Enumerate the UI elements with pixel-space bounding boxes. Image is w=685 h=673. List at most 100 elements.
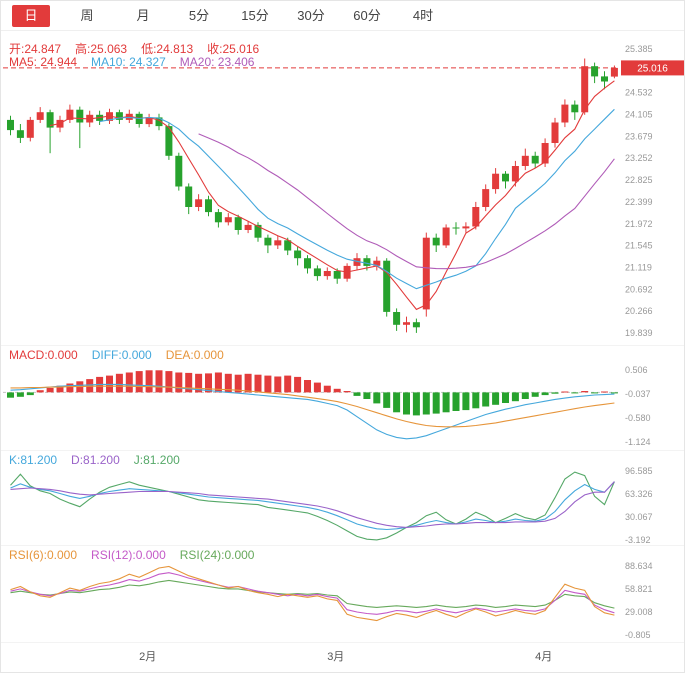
macd-bar	[313, 382, 321, 393]
macd-bar	[393, 392, 401, 413]
tab-30min[interactable]: 30分	[297, 7, 325, 23]
candle-body	[442, 227, 450, 246]
y-tick-label: 22.399	[625, 197, 653, 207]
rsi-chart-svg[interactable]: 88.634 58.821 29.008 -0.805	[1, 546, 685, 642]
y-tick-label: 21.545	[625, 241, 653, 251]
candle-body	[452, 227, 460, 229]
main-chart-svg[interactable]: 25.385 24.532 24.105 23.679 23.252 22.825 22.3…	[1, 31, 685, 345]
candle-body	[224, 217, 232, 223]
macd-bar	[36, 390, 44, 393]
candle-body	[551, 122, 559, 143]
tab-60min[interactable]: 60分	[353, 7, 381, 23]
macd-panel: MACD:0.000 DIFF:0.000 DEA:0.000 0.506 -0.…	[1, 345, 684, 450]
candle-body	[601, 76, 608, 82]
x-axis-row: 2月 3月 4月	[1, 642, 684, 672]
candle-body	[165, 126, 173, 156]
tab-weekly[interactable]: 周	[80, 7, 94, 23]
macd-bar	[145, 370, 153, 393]
candle-body	[26, 119, 34, 138]
y-tick-label: 0.506	[625, 365, 648, 375]
candle-body	[195, 199, 203, 207]
candle-body	[462, 226, 470, 229]
macd-bar	[472, 392, 480, 409]
y-tick-label: 24.532	[625, 88, 653, 98]
y-tick-label: 58.821	[625, 584, 653, 594]
macd-bar	[462, 392, 470, 411]
ma5-line	[49, 80, 615, 311]
x-axis-month-label: 2月	[139, 651, 157, 663]
macd-bar	[224, 373, 232, 393]
macd-bar	[244, 373, 252, 393]
macd-chart-svg[interactable]: 0.506 -0.037 -0.580 -1.124	[1, 346, 685, 450]
y-tick-label: 63.326	[625, 489, 653, 499]
macd-bar	[383, 392, 391, 408]
candle-body	[115, 112, 123, 120]
ma10-line	[99, 108, 615, 290]
macd-bar	[66, 383, 74, 393]
candle-body	[244, 224, 252, 230]
candle-body	[403, 322, 410, 325]
y-tick-label: -1.124	[625, 437, 651, 447]
tab-4hour[interactable]: 4时	[412, 7, 434, 23]
dea-line	[10, 385, 615, 428]
ma20-line	[198, 133, 615, 270]
macd-bar	[610, 392, 618, 394]
k-line	[10, 481, 615, 531]
macd-bar	[185, 372, 193, 393]
candle-body	[76, 109, 84, 123]
macd-bar	[502, 392, 509, 403]
candle-body	[581, 66, 589, 113]
candle-body	[214, 212, 222, 223]
macd-bar	[56, 385, 64, 393]
y-tick-label: 20.266	[625, 306, 653, 316]
macd-bar	[432, 392, 440, 414]
macd-bar	[165, 371, 173, 393]
tab-15min[interactable]: 15分	[241, 7, 269, 23]
candle-body	[561, 104, 569, 123]
last-price-tag	[621, 60, 684, 76]
timeframe-tabbar: 日 周 月 5分 15分 30分 60分 4时	[1, 1, 684, 31]
macd-bar	[214, 372, 222, 393]
candle-body	[432, 237, 440, 246]
candle-body	[254, 224, 262, 238]
macd-bar	[333, 388, 341, 393]
candle-body	[175, 155, 183, 187]
candle-body	[46, 112, 54, 128]
tab-daily[interactable]: 日	[12, 4, 50, 27]
macd-bar	[304, 380, 311, 393]
y-tick-label: 21.972	[625, 219, 653, 229]
macd-bar	[254, 374, 262, 393]
candle-body	[234, 217, 242, 230]
macd-bar	[531, 392, 539, 397]
y-tick-label: -0.580	[625, 413, 651, 423]
candle-body	[363, 258, 371, 266]
rsi-panel: RSI(6):0.000 RSI(12):0.000 RSI(24):0.000…	[1, 545, 684, 642]
macd-bar	[373, 392, 381, 404]
y-tick-label: 29.008	[625, 607, 653, 617]
macd-bar	[16, 392, 24, 397]
y-tick-label: 23.679	[625, 131, 653, 141]
macd-bar	[581, 391, 589, 393]
tab-monthly[interactable]: 月	[136, 7, 150, 23]
main-chart-panel: 开:24.847 高:25.063 低:24.813 收:25.016 MA5:…	[1, 31, 684, 345]
candle-body	[353, 258, 361, 266]
candle-body	[274, 240, 282, 246]
candle-body	[373, 260, 381, 266]
x-axis-month-label: 3月	[327, 651, 345, 663]
y-tick-label: 88.634	[625, 561, 653, 571]
candle-body	[333, 271, 341, 279]
macd-bar	[363, 392, 371, 399]
candle-body	[66, 109, 74, 120]
last-price-tag-value: 25.016	[637, 63, 668, 74]
kdj-chart-svg[interactable]: 96.585 63.326 30.067 -3.192	[1, 451, 685, 545]
macd-bar	[175, 372, 183, 393]
y-tick-label: 25.385	[625, 44, 653, 54]
kdj-panel: K:81.200 D:81.200 J:81.200 96.585 63.326 3…	[1, 450, 684, 545]
y-tick-label: 96.585	[625, 466, 653, 476]
macd-bar	[521, 392, 529, 399]
tab-5min[interactable]: 5分	[188, 7, 210, 23]
candle-body	[472, 207, 480, 227]
candle-body	[531, 155, 539, 164]
macd-bar	[234, 374, 242, 393]
